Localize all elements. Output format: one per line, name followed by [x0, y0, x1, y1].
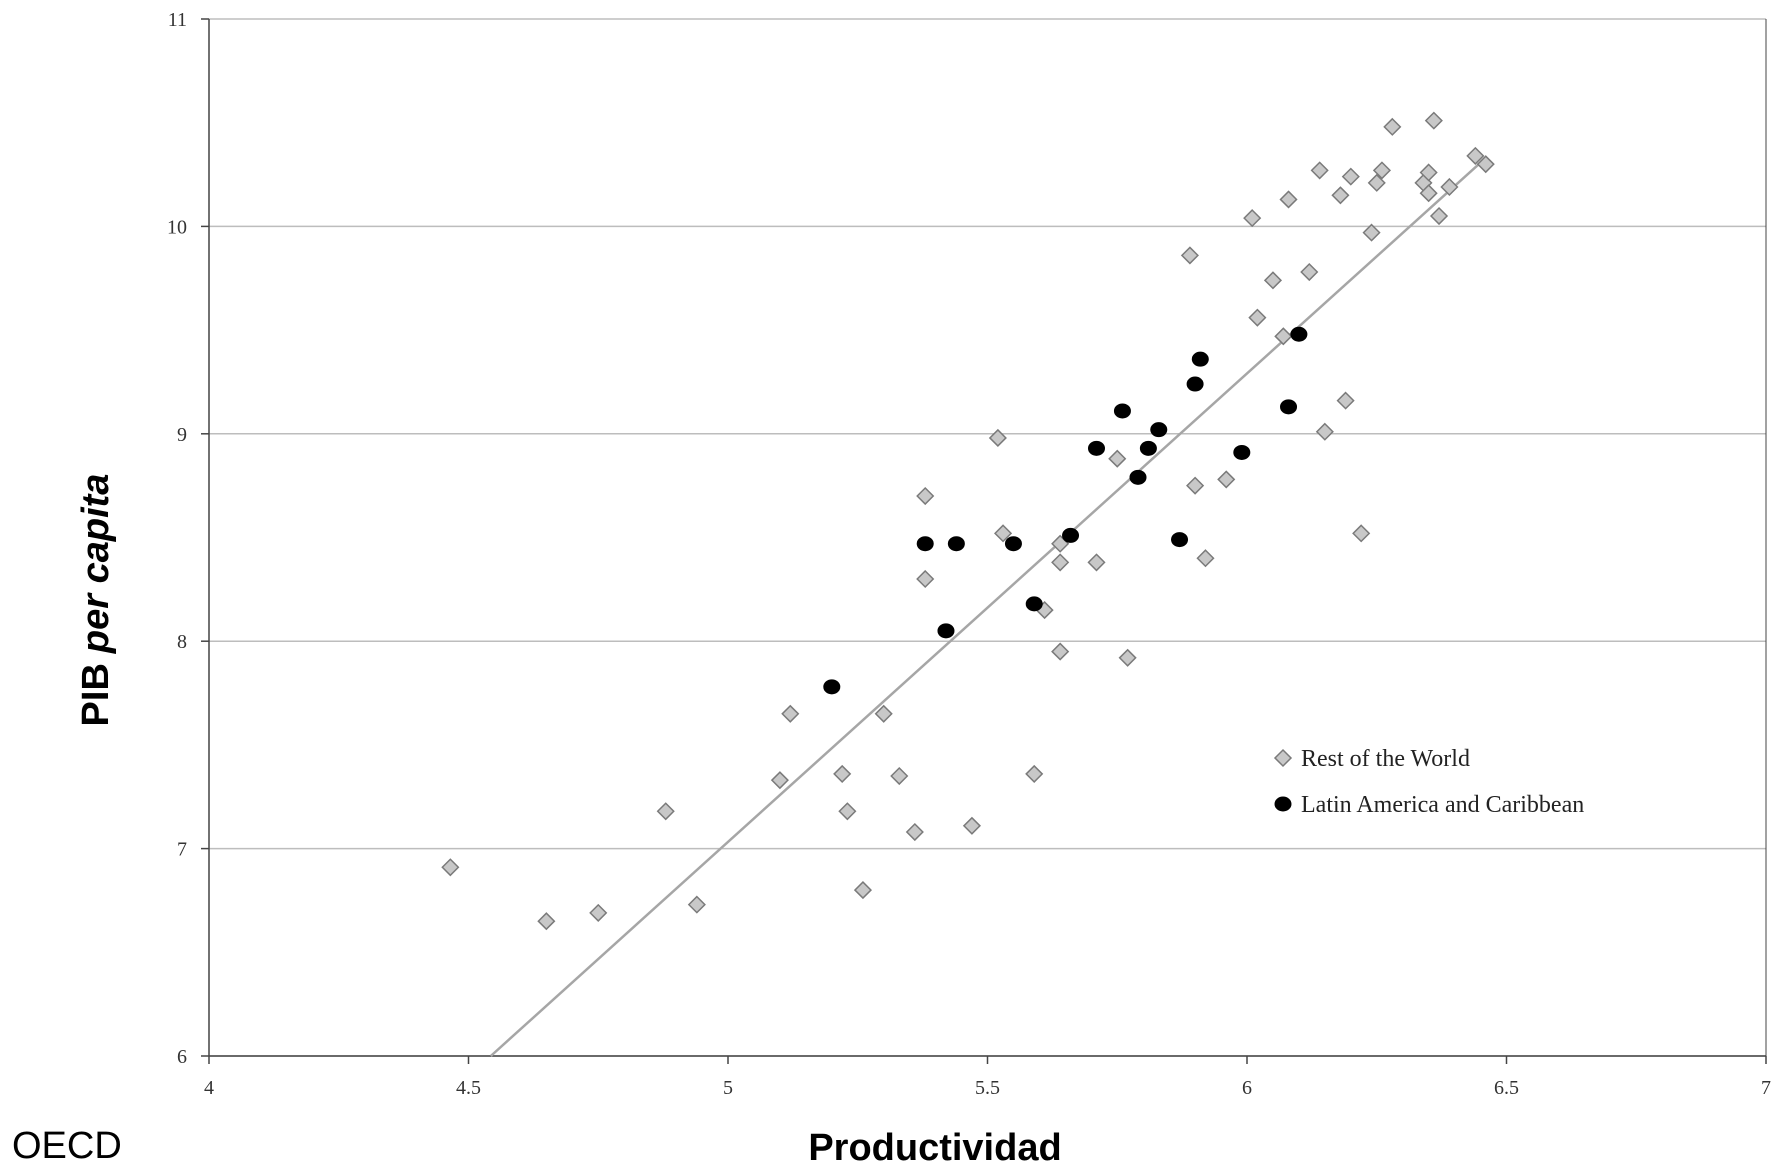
point [1062, 527, 1080, 543]
point [1300, 262, 1319, 282]
trend-line [489, 157, 1487, 1057]
point [1191, 351, 1209, 367]
point [1171, 532, 1189, 548]
point [1233, 444, 1251, 460]
point [1186, 376, 1204, 392]
point [1274, 327, 1293, 346]
point [1118, 648, 1137, 667]
point [1243, 209, 1262, 228]
point [1466, 146, 1485, 165]
point [1476, 155, 1495, 174]
point [994, 524, 1013, 543]
point [537, 912, 556, 931]
point [874, 704, 893, 723]
point [1025, 596, 1043, 612]
point [916, 486, 935, 506]
point [1336, 391, 1355, 410]
y-label-part: PIB [75, 663, 117, 726]
point [1419, 184, 1438, 203]
point [441, 858, 460, 877]
y-tick-label: 10 [167, 216, 187, 238]
source: OECD [12, 1125, 122, 1167]
legend-label: Rest of the World [1301, 746, 1470, 772]
point [770, 771, 789, 790]
x-tick-label: 6.5 [1494, 1077, 1519, 1099]
point [1108, 449, 1127, 468]
point [1129, 469, 1147, 485]
point [1217, 470, 1236, 489]
point [937, 623, 955, 639]
point [1362, 223, 1381, 242]
point [656, 802, 675, 821]
x-tick-label: 5 [723, 1077, 733, 1099]
point [916, 536, 934, 552]
point [1352, 524, 1371, 543]
x-tick-label: 7 [1761, 1077, 1771, 1099]
point [1051, 553, 1070, 572]
x-tick-label: 5.5 [975, 1077, 1000, 1099]
point [1310, 161, 1329, 180]
point [1419, 163, 1438, 182]
point [1367, 173, 1386, 192]
point [1341, 167, 1360, 186]
point [838, 802, 857, 821]
point [1331, 186, 1350, 205]
legend-label: Latin America and Caribbean [1301, 792, 1584, 818]
point [1025, 764, 1044, 783]
point [1263, 271, 1283, 290]
point [1186, 476, 1205, 495]
point [1440, 177, 1459, 197]
point [687, 895, 706, 914]
point [1383, 117, 1402, 136]
point [947, 536, 965, 552]
y-tick-label: 7 [177, 839, 187, 861]
point [1087, 553, 1106, 572]
point [823, 679, 841, 695]
y-tick-label: 6 [177, 1046, 187, 1068]
point [833, 764, 852, 783]
point [781, 704, 800, 723]
x-tick-label: 4.5 [456, 1077, 481, 1099]
point [1113, 403, 1131, 419]
point [1279, 190, 1298, 209]
point [1196, 549, 1215, 568]
point [1248, 308, 1267, 327]
point [1139, 440, 1157, 456]
point [916, 569, 935, 589]
point [853, 881, 873, 900]
point [1087, 440, 1105, 456]
legend-marker [1274, 796, 1292, 812]
y-tick-label: 11 [168, 9, 187, 31]
point [1429, 206, 1449, 226]
y-tick-label: 8 [177, 631, 187, 653]
point [962, 816, 981, 835]
point [988, 428, 1007, 448]
point [1315, 422, 1334, 441]
point [1290, 326, 1308, 342]
legend-marker [1273, 748, 1293, 768]
point [1150, 422, 1168, 438]
point [1180, 246, 1199, 265]
point [1372, 161, 1392, 180]
point [1424, 111, 1443, 130]
point [890, 766, 909, 786]
point [905, 822, 924, 842]
y-axis-label: PIB per capita [75, 474, 117, 727]
point [1004, 536, 1022, 552]
y-tick-label: 9 [177, 424, 187, 446]
point [1280, 399, 1298, 415]
point [589, 903, 608, 922]
x-axis-label: Productividad [808, 1127, 1061, 1168]
y-label-part: per capita [75, 474, 117, 655]
point [1051, 642, 1070, 661]
x-tick-label: 4 [204, 1077, 214, 1099]
x-tick-label: 6 [1242, 1077, 1252, 1099]
